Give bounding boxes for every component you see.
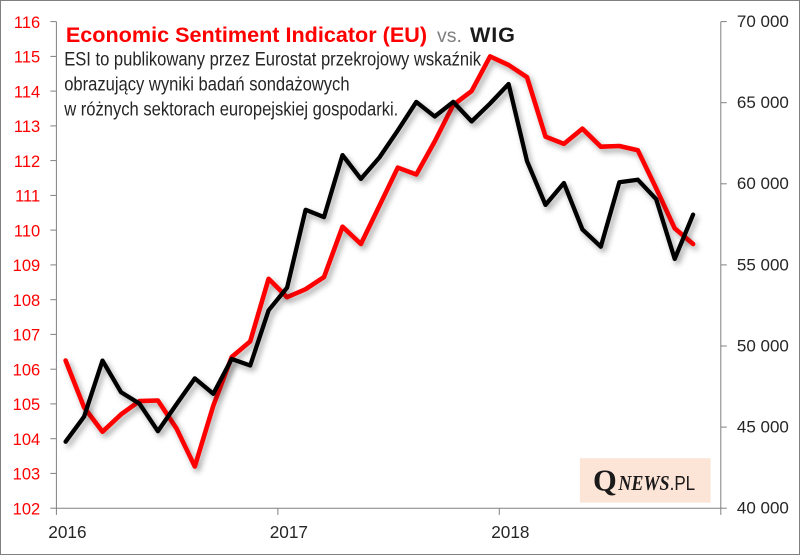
svg-text:112: 112 — [14, 153, 40, 171]
svg-text:2016: 2016 — [48, 522, 86, 542]
svg-text:NEWS: NEWS — [617, 472, 669, 496]
svg-text:obrazujący wyniki badań sondaż: obrazujący wyniki badań sondażowych — [64, 73, 349, 95]
svg-text:110: 110 — [14, 222, 40, 240]
svg-text:.PL: .PL — [670, 472, 696, 495]
svg-text:105: 105 — [13, 396, 41, 414]
svg-text:2018: 2018 — [491, 522, 529, 542]
svg-text:60 000: 60 000 — [737, 174, 789, 193]
svg-text:55 000: 55 000 — [737, 255, 789, 274]
svg-text:45 000: 45 000 — [737, 418, 789, 437]
svg-text:114: 114 — [14, 83, 40, 101]
svg-text:103: 103 — [13, 466, 41, 484]
svg-text:Economic Sentiment Indicator (: Economic Sentiment Indicator (EU) vs. WIG — [66, 22, 516, 47]
svg-text:65 000: 65 000 — [737, 93, 789, 112]
svg-text:113: 113 — [14, 118, 40, 136]
svg-text:w różnych sektorach europejski: w różnych sektorach europejskiej gospoda… — [63, 98, 398, 120]
svg-text:115: 115 — [14, 49, 40, 67]
svg-text:106: 106 — [13, 362, 41, 380]
svg-text:70 000: 70 000 — [737, 12, 789, 31]
svg-text:ESI to publikowany przez Euros: ESI to publikowany przez Eurostat przekr… — [64, 48, 482, 70]
svg-text:109: 109 — [13, 257, 41, 275]
svg-text:102: 102 — [13, 501, 41, 519]
svg-text:Q: Q — [593, 464, 617, 498]
svg-text:104: 104 — [13, 431, 41, 449]
svg-text:2017: 2017 — [270, 522, 308, 542]
svg-text:111: 111 — [15, 188, 40, 206]
svg-text:116: 116 — [14, 14, 40, 32]
svg-text:40 000: 40 000 — [737, 499, 789, 518]
svg-text:108: 108 — [13, 292, 41, 310]
svg-text:107: 107 — [13, 327, 41, 345]
svg-text:50 000: 50 000 — [737, 336, 789, 355]
